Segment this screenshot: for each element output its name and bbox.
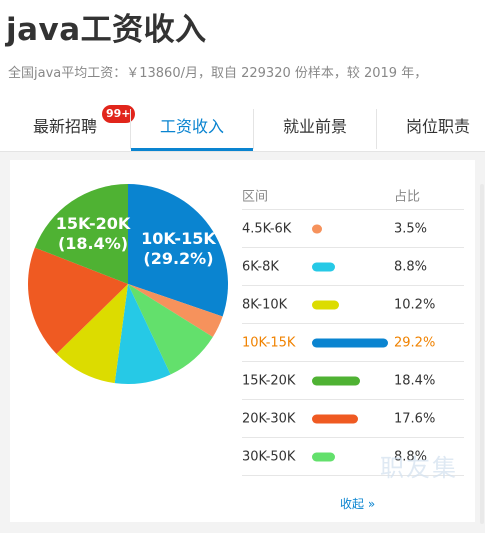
tab-salary[interactable]: 工资收入 (131, 105, 253, 151)
percent-value: 8.8% (394, 259, 428, 274)
salary-summary: 全国java平均工资：￥13860/月，取自 229320 份样本，较 2019… (8, 66, 428, 81)
tab-divider (130, 109, 131, 149)
tab-label: 岗位职责 (405, 117, 470, 136)
percent-bar (312, 452, 335, 461)
watermark: 职友集 (380, 454, 458, 482)
tab-prospects[interactable]: 就业前景 (254, 105, 376, 151)
header-range: 区间 (242, 189, 269, 204)
pie-slice-15K-20K[interactable] (34, 184, 128, 284)
salary-pie-chart: 10K-15K (29.2%) 15K-20K (18.4%) (28, 184, 228, 384)
pie-label-10K-15K: 10K-15K (29.2%) (141, 229, 216, 268)
percent-bar (312, 300, 339, 309)
percent-bar (312, 414, 358, 423)
range-label: 10K-15K (242, 335, 296, 350)
page-title: java工资收入 (6, 12, 207, 48)
salary-distribution-table: 区间 占比 4.5K-6K 3.5% 6K-8K 8.8% 8K-10K 10.2% 10K… (242, 180, 464, 476)
percent-bar (312, 262, 335, 271)
pie-slice-20K-30K[interactable] (28, 247, 129, 354)
pie-label-15K-20K: 15K-20K (18.4%) (56, 214, 131, 253)
percent-bar (312, 224, 322, 233)
table-row: 4.5K-6K 3.5% (242, 210, 464, 248)
salary-panel: 10K-15K (29.2%) 15K-20K (18.4%) 区间 占比 4.5K-… (0, 152, 485, 533)
percent-bar (312, 376, 360, 385)
range-label: 15K-20K (242, 373, 296, 388)
tab-label: 最新招聘 (32, 117, 97, 136)
scrollbar[interactable] (480, 184, 484, 524)
table-row: 6K-8K 8.8% (242, 248, 464, 286)
percent-value: 18.4% (394, 373, 436, 388)
tab-responsibilities[interactable]: 岗位职责 (377, 105, 485, 151)
table-row: 15K-20K 18.4% (242, 362, 464, 400)
header-percent: 占比 (394, 189, 421, 204)
tab-label: 就业前景 (282, 117, 347, 136)
tab-divider (253, 109, 254, 149)
range-label: 8K-10K (242, 297, 288, 312)
range-label: 4.5K-6K (242, 221, 292, 236)
pie-slice-6K-8K[interactable] (114, 284, 171, 384)
tab-divider (376, 109, 377, 149)
percent-bar (312, 338, 388, 347)
table-row: 10K-15K 29.2% (242, 324, 464, 362)
pie-chart-svg: 10K-15K (29.2%) 15K-20K (18.4%) (28, 184, 228, 384)
tab-label: 工资收入 (159, 117, 224, 136)
percent-value: 3.5% (394, 221, 428, 236)
pie-slice-30K-50K[interactable] (128, 284, 213, 375)
collapse-link[interactable]: 收起 » (340, 497, 376, 511)
range-label: 6K-8K (242, 259, 279, 274)
pie-slice-4.5K-6K[interactable] (128, 284, 223, 337)
table-row: 30K-50K 8.8% (242, 438, 464, 476)
percent-value: 17.6% (394, 411, 436, 426)
new-count-badge: 99+ (102, 105, 135, 123)
percent-value: 29.2% (394, 335, 436, 350)
tab-latest-jobs[interactable]: 最新招聘 (0, 105, 130, 151)
table-row: 8K-10K 10.2% (242, 286, 464, 324)
table-header: 区间 占比 (242, 180, 464, 210)
table-row: 20K-30K 17.6% (242, 400, 464, 438)
percent-value: 8.8% (394, 449, 428, 464)
percent-value: 10.2% (394, 297, 436, 312)
pie-slice-10K-15K[interactable] (128, 184, 228, 317)
pie-slice-8K-10K[interactable] (56, 284, 128, 384)
range-label: 30K-50K (242, 449, 296, 464)
salary-distribution-card: 10K-15K (29.2%) 15K-20K (18.4%) 区间 占比 4.5K-… (10, 160, 484, 524)
tab-bar: 最新招聘 99+ 工资收入 就业前景 岗位职责 (0, 105, 485, 152)
range-label: 20K-30K (242, 411, 296, 426)
